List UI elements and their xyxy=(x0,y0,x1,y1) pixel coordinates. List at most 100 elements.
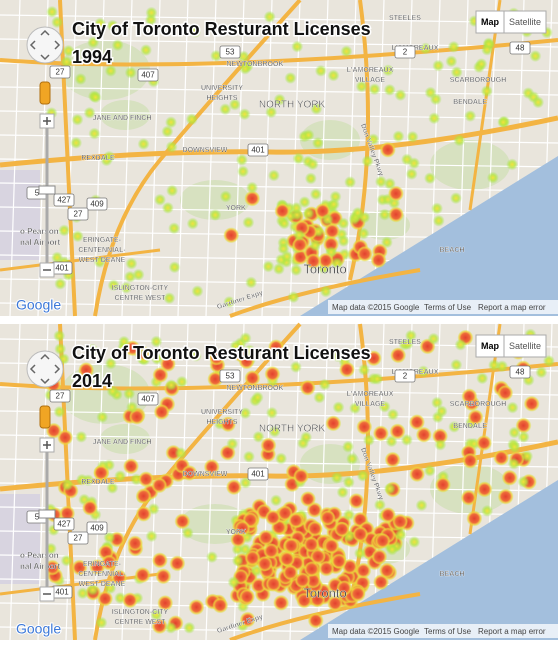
heat-dot xyxy=(383,482,396,495)
park xyxy=(100,424,150,454)
highway-shield xyxy=(137,68,159,82)
heat-dot xyxy=(378,208,391,221)
attribution-text[interactable]: Terms of Use xyxy=(424,303,472,312)
heat-dot-hot xyxy=(501,469,518,486)
map-type-button[interactable] xyxy=(503,334,547,358)
heat-dot xyxy=(401,337,414,350)
heat-dot xyxy=(297,437,310,450)
heat-dot xyxy=(106,481,119,494)
heat-dot-hot xyxy=(188,599,205,616)
heat-dot xyxy=(265,406,278,419)
heat-dot-hot xyxy=(181,464,198,481)
heat-dot-hot xyxy=(371,548,388,565)
heat-dot xyxy=(417,365,430,378)
heat-dot xyxy=(486,171,499,184)
heat-dot-hot xyxy=(293,468,310,485)
heat-dot-hot xyxy=(467,409,484,426)
heat-dot-hot xyxy=(379,141,396,158)
heat-dot-hot xyxy=(127,535,144,552)
heat-dot-hot xyxy=(303,560,320,577)
highway xyxy=(0,248,161,272)
heat-dot xyxy=(74,73,87,86)
heat-dot xyxy=(51,251,64,264)
heat-dot xyxy=(302,207,315,220)
heat-dot-hot xyxy=(370,252,387,269)
heat-dot-hot xyxy=(523,395,540,412)
heat-dot-hot xyxy=(466,510,483,527)
heat-dot xyxy=(464,110,477,123)
place-label: L'AMOREAUX xyxy=(347,391,394,398)
heat-dot xyxy=(164,621,177,634)
heat-dot-hot xyxy=(238,353,255,370)
heat-dot-hot xyxy=(59,505,76,522)
map-year: 2014 xyxy=(72,371,112,391)
map-type-button[interactable] xyxy=(503,10,547,34)
heat-dot xyxy=(58,224,71,237)
heat-dot-hot xyxy=(330,553,347,570)
heat-dot xyxy=(342,509,355,522)
heat-dot-hot xyxy=(327,595,344,612)
heat-dot xyxy=(53,329,66,342)
heat-dot xyxy=(423,464,436,477)
map-panel: STEELESL'AMOREAUXNEWTONBROOKL'AMOREAUXVI… xyxy=(0,0,558,318)
pegman[interactable] xyxy=(39,81,51,105)
place-label: VILLAGE xyxy=(355,77,386,84)
heat-dot xyxy=(337,235,350,248)
heat-dot xyxy=(302,129,315,142)
heat-dot-hot xyxy=(225,479,242,496)
heat-dot-hot xyxy=(124,340,141,357)
attribution-text[interactable]: Report a map error xyxy=(478,303,546,312)
heat-dot xyxy=(408,536,421,549)
minor-road xyxy=(0,362,558,372)
lake xyxy=(300,156,558,316)
heat-dot-hot xyxy=(256,555,273,572)
highway-number: 27 xyxy=(74,534,83,543)
pegman[interactable] xyxy=(39,405,51,429)
heat-dot xyxy=(344,176,357,189)
highway-shield xyxy=(67,207,89,221)
heat-dot xyxy=(358,363,371,376)
heat-dot-hot xyxy=(82,499,99,516)
heat-dot xyxy=(292,152,305,165)
zoom-handle[interactable] xyxy=(38,509,56,519)
heat-dot xyxy=(394,89,407,102)
heat-dot xyxy=(480,85,493,98)
heat-dot-hot xyxy=(409,466,426,483)
heat-dot-hot xyxy=(169,555,186,572)
heat-dot-hot xyxy=(153,403,170,420)
heat-dot-hot xyxy=(159,355,176,372)
attribution-text[interactable]: Terms of Use xyxy=(424,627,472,636)
heat-dot-hot xyxy=(476,481,493,498)
pan-control[interactable] xyxy=(26,26,64,64)
heat-dot xyxy=(161,125,174,138)
heat-dot-hot xyxy=(310,548,327,565)
place-label: STEELES xyxy=(389,15,421,22)
heat-dot xyxy=(488,359,501,372)
heat-dot-hot xyxy=(460,489,477,506)
heat-dot xyxy=(104,582,117,595)
airport xyxy=(0,170,40,260)
map-type-label: Satellite xyxy=(509,341,541,351)
pan-control[interactable] xyxy=(26,350,64,388)
minor-road xyxy=(9,0,21,317)
highway-number: 401 xyxy=(55,264,69,273)
heat-dot xyxy=(100,154,113,167)
highway xyxy=(0,38,558,67)
heat-dot xyxy=(521,450,534,463)
heat-dot-hot xyxy=(374,532,391,549)
place-label: REXDALE xyxy=(81,155,115,162)
heat-dot xyxy=(284,72,297,85)
heat-dot-hot xyxy=(101,554,118,571)
zoom-handle[interactable] xyxy=(38,185,56,195)
heat-dot xyxy=(71,230,84,243)
minor-road xyxy=(0,158,558,168)
place-label: UNIVERSITY xyxy=(201,85,243,92)
heat-dot-hot xyxy=(282,564,299,581)
heat-dot xyxy=(532,96,545,109)
heat-dot xyxy=(340,45,353,58)
heat-dot-hot xyxy=(78,362,95,379)
place-label: SCARBOROUGH xyxy=(450,77,506,84)
attribution-text[interactable]: Report a map error xyxy=(478,627,546,636)
place-label: HEIGHTS xyxy=(206,419,237,426)
